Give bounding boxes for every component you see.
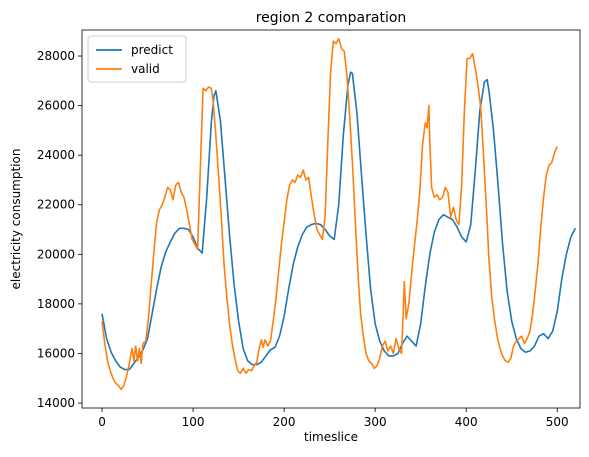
y-tick-label: 20000 — [37, 247, 75, 261]
series-line-predict — [101, 71, 577, 371]
y-tick-label: 18000 — [37, 297, 75, 311]
plot-frame — [81, 29, 581, 409]
y-tick-label: 24000 — [37, 148, 75, 162]
legend-label-valid: valid — [131, 62, 160, 76]
x-tick-label: 100 — [182, 415, 205, 429]
x-tick-label: 300 — [364, 415, 387, 429]
legend: predict valid — [87, 35, 187, 83]
x-tick-label: 400 — [455, 415, 478, 429]
x-axis-ticks: 0 100 200 300 400 500 — [98, 408, 569, 429]
y-tick-label: 26000 — [37, 99, 75, 113]
series-layer — [101, 37, 577, 391]
series-line-valid — [101, 37, 558, 391]
x-tick-label: 500 — [546, 415, 569, 429]
legend-label-predict: predict — [131, 43, 173, 57]
y-tick-label: 14000 — [37, 396, 75, 410]
chart-title: region 2 comparation — [256, 10, 407, 26]
y-tick-label: 22000 — [37, 198, 75, 212]
y-axis-label: electricity consumption — [9, 149, 23, 290]
y-axis-ticks: 14000 16000 18000 20000 22000 24000 26000 28000 — [37, 49, 82, 410]
x-tick-label: 200 — [273, 415, 296, 429]
x-axis-label: timeslice — [304, 430, 358, 444]
y-tick-label: 16000 — [37, 346, 75, 360]
y-tick-label: 28000 — [37, 49, 75, 63]
x-tick-label: 0 — [98, 415, 106, 429]
legend-box — [87, 35, 187, 83]
